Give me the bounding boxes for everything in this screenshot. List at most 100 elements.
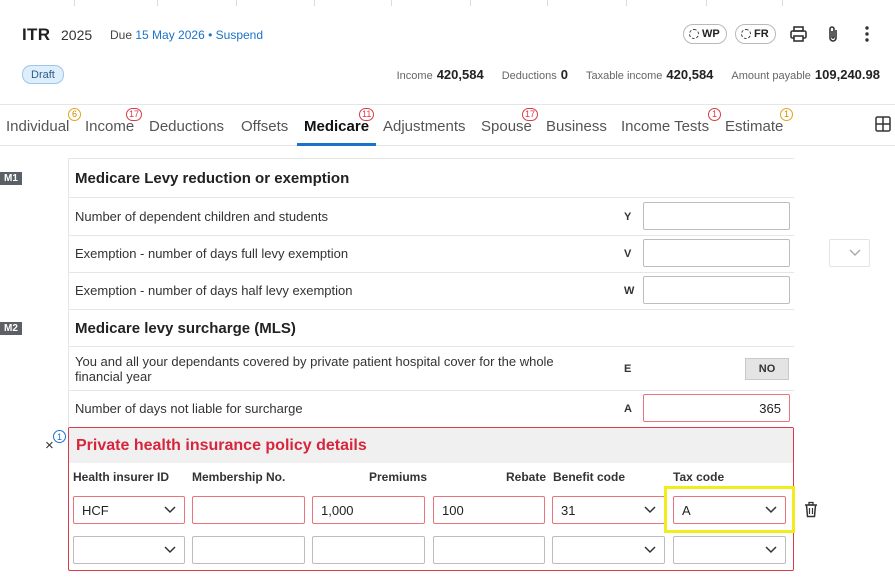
section-tag-m1: M1 [0, 172, 22, 185]
benefit-code-select[interactable]: 31 [552, 496, 665, 524]
tab-business[interactable]: Business [546, 118, 607, 135]
print-icon[interactable] [787, 23, 809, 45]
section-tag-m2: M2 [0, 322, 22, 335]
divider [68, 197, 794, 198]
divider [68, 309, 794, 310]
layout-grid-icon[interactable] [875, 116, 891, 132]
tab-badge-estimate: 1 [780, 108, 793, 121]
page-title: ITR [22, 25, 51, 44]
column-membership-no: Membership No. [192, 470, 286, 484]
status-badge: Draft [22, 65, 64, 84]
suspend-link[interactable]: Suspend [215, 28, 264, 42]
fr-label: FR [754, 28, 769, 40]
tab-income-tests[interactable]: Income Tests [621, 118, 710, 135]
rebate-input[interactable]: 100 [433, 496, 545, 524]
active-tab-indicator [297, 143, 376, 146]
tab-estimate[interactable]: Estimate [725, 118, 784, 135]
hospital-cover-toggle[interactable]: NO [745, 358, 789, 380]
benefit-code-value: 31 [561, 502, 576, 518]
chevron-down-icon [765, 506, 777, 514]
form-left-border [68, 158, 69, 428]
tab-income[interactable]: Income [85, 118, 135, 135]
divider [68, 390, 794, 391]
fr-button[interactable]: FR [735, 24, 776, 44]
column-premiums: Premiums [369, 470, 428, 484]
tab-deductions[interactable]: Deductions [149, 118, 225, 135]
tab-medicare[interactable]: Medicare [304, 118, 370, 135]
tab-badge-individual: 6 [68, 108, 81, 121]
column-rebate: Rebate [506, 470, 547, 484]
section-title-m2: Medicare levy surcharge (MLS) [75, 320, 296, 337]
code-v: V [624, 248, 632, 260]
chevron-down-icon [849, 249, 861, 256]
column-benefit-code: Benefit code [553, 470, 626, 484]
tab-adjustments[interactable]: Adjustments [383, 118, 466, 135]
premiums-input-2[interactable] [312, 536, 425, 564]
tax-code-highlight [664, 486, 795, 533]
full-exemption-label: Exemption - number of days full levy exe… [75, 246, 349, 261]
benefit-code-select-2[interactable] [552, 536, 665, 564]
due-prefix: Due [110, 28, 133, 42]
tab-badge-medicare: 11 [359, 108, 375, 121]
chevron-down-icon [164, 546, 176, 554]
full-exemption-days-input[interactable] [643, 239, 790, 267]
days-not-liable-input[interactable]: 365 [643, 394, 790, 422]
wp-button[interactable]: WP [683, 24, 727, 44]
tax-code-select-2[interactable] [673, 536, 786, 564]
wp-label: WP [702, 28, 720, 40]
fr-status-icon [741, 29, 751, 39]
tab-individual[interactable]: Individual [6, 118, 70, 135]
tab-badge-income-tests: 1 [708, 108, 721, 121]
top-edge [0, 0, 895, 6]
half-exemption-label: Exemption - number of days half levy exe… [75, 283, 353, 298]
days-not-liable-label: Number of days not liable for surcharge [75, 401, 303, 416]
policy-count-badge: 1 [53, 430, 66, 443]
section-tabs: Individual 6 Income 17 Deductions Offset… [0, 104, 895, 146]
policy-details-title: Private health insurance policy details [76, 437, 367, 454]
summary-deductions: Deductions 0 [501, 67, 568, 82]
health-insurer-select-2[interactable] [73, 536, 185, 564]
tab-offsets[interactable]: Offsets [241, 118, 289, 135]
due-separator: • [208, 28, 213, 42]
health-insurer-select[interactable]: HCF [73, 496, 185, 524]
dependent-children-input[interactable] [643, 202, 790, 230]
membership-no-input-2[interactable] [192, 536, 305, 564]
half-exemption-days-input[interactable] [643, 276, 790, 304]
code-w: W [624, 285, 635, 297]
full-exemption-category-select[interactable] [829, 239, 870, 267]
premiums-input[interactable]: 1,000 [312, 496, 425, 524]
section-title-m1: Medicare Levy reduction or exemption [75, 170, 350, 187]
summary-income: Income 420,584 [396, 67, 484, 82]
summary-taxable-income: Taxable income 420,584 [585, 67, 714, 82]
divider [68, 346, 794, 347]
chevron-down-icon [765, 546, 777, 554]
remove-policy-button[interactable]: × [45, 437, 54, 454]
return-year: 2025 [61, 27, 93, 43]
tax-code-value: A [682, 502, 691, 518]
divider [68, 272, 794, 273]
divider [68, 158, 794, 159]
membership-no-input[interactable] [192, 496, 305, 524]
code-y: Y [624, 211, 632, 223]
return-summary: Income 420,584 Deductions 0 Taxable income… [397, 67, 880, 82]
summary-amount-payable: Amount payable 109,240.98 [731, 67, 880, 82]
tab-spouse[interactable]: Spouse [481, 118, 532, 135]
code-a: A [624, 403, 632, 415]
wp-status-icon [689, 29, 699, 39]
chevron-down-icon [164, 506, 176, 514]
hospital-cover-label: You and all your dependants covered by p… [75, 354, 554, 384]
tax-code-select[interactable]: A [673, 496, 786, 524]
more-vertical-icon[interactable] [856, 23, 878, 45]
column-tax-code: Tax code [673, 470, 725, 484]
code-e: E [624, 363, 632, 375]
chevron-down-icon [644, 506, 656, 514]
paperclip-icon[interactable] [822, 23, 844, 45]
delete-row-icon[interactable] [803, 501, 819, 518]
tab-badge-spouse: 17 [522, 108, 539, 121]
dependent-children-label: Number of dependent children and student… [75, 209, 328, 224]
policy-details-header [69, 428, 793, 463]
column-health-insurer-id: Health insurer ID [73, 470, 170, 484]
health-insurer-value: HCF [82, 502, 109, 518]
rebate-input-2[interactable] [433, 536, 545, 564]
due-date: 15 May 2026 [135, 28, 205, 42]
